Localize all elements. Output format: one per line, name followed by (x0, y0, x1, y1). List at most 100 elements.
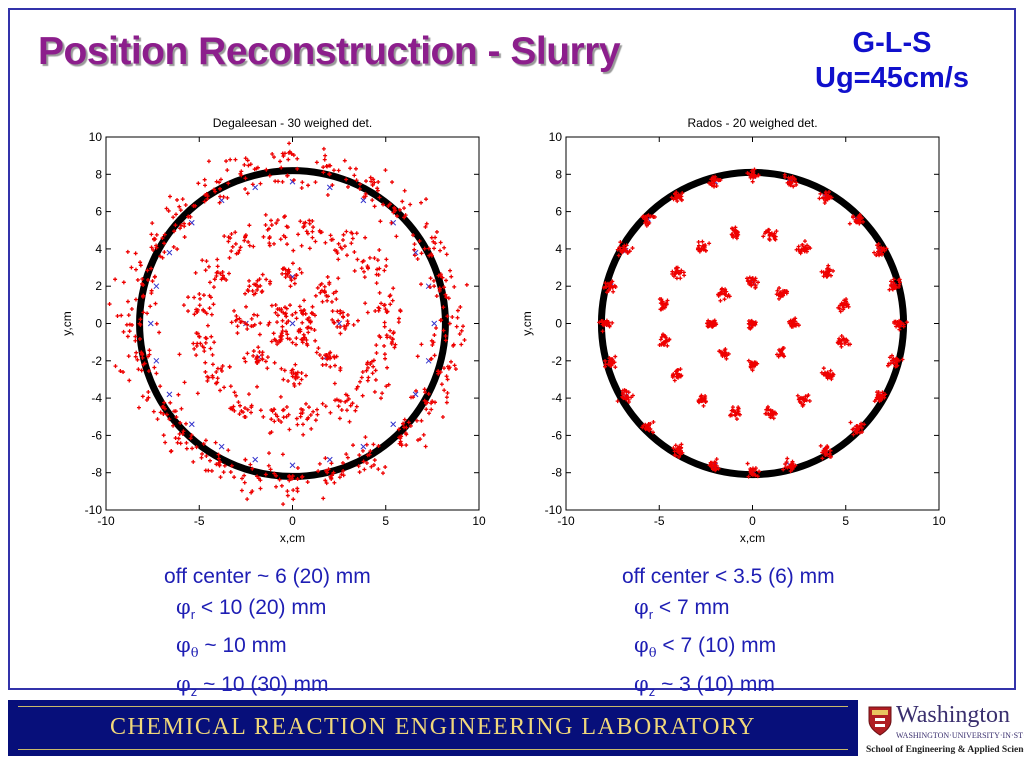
reconstructed-point (150, 221, 155, 226)
reconstructed-point (824, 269, 829, 274)
true-position-point (289, 462, 296, 469)
reconstructed-point (290, 474, 295, 479)
reconstructed-point (227, 271, 231, 276)
reconstructed-point (820, 456, 825, 461)
reconstructed-point (298, 327, 303, 332)
reconstructed-point (896, 284, 901, 289)
reconstructed-point (361, 269, 366, 274)
slide-title: Position Reconstruction - Slurry (38, 30, 621, 73)
reconstructed-point (882, 248, 887, 253)
reconstructed-point (355, 384, 360, 389)
reconstructed-point (133, 297, 138, 302)
reconstructed-point (210, 362, 215, 367)
reconstructed-point (310, 235, 315, 240)
reconstructed-point (617, 245, 622, 250)
reconstructed-point (252, 167, 257, 172)
reconstructed-point (119, 313, 124, 318)
reconstructed-point (305, 325, 310, 330)
reconstructed-point (151, 247, 156, 252)
reconstructed-point (384, 257, 389, 262)
reconstructed-point (255, 360, 260, 365)
reconstructed-point (299, 185, 304, 190)
reconstructed-point (893, 358, 898, 363)
reconstructed-point (212, 277, 217, 282)
reconstructed-point (826, 189, 831, 194)
reconstructed-point (713, 460, 718, 465)
reconstructed-point (368, 175, 373, 180)
reconstructed-point (203, 369, 208, 374)
reconstructed-point (225, 168, 230, 173)
true-position-point (166, 249, 173, 256)
reconstructed-point (415, 256, 420, 261)
reconstructed-point (408, 423, 413, 428)
reconstructed-point (761, 234, 766, 239)
reconstructed-point (280, 333, 285, 338)
reconstructed-point (315, 407, 320, 412)
reconstructed-point (328, 233, 333, 238)
reconstructed-point (443, 333, 448, 338)
reconstructed-point (432, 353, 437, 358)
reconstructed-point (424, 221, 429, 226)
reconstructed-point (374, 350, 379, 355)
reconstructed-point (375, 267, 380, 272)
reconstructed-point (425, 400, 430, 405)
reconstructed-point (860, 430, 865, 435)
reconstructed-point (623, 396, 628, 401)
reconstructed-point (283, 311, 288, 316)
reconstructed-point (366, 375, 371, 380)
reconstructed-point (749, 470, 754, 475)
reconstructed-point (746, 171, 751, 176)
reconstructed-point (443, 338, 448, 343)
logo-wordmark: Washington (896, 702, 1011, 728)
reconstructed-point (268, 467, 273, 472)
reconstructed-point (403, 213, 408, 218)
lab-name: CHEMICAL REACTION ENGINEERING LABORATORY (110, 714, 756, 740)
reconstructed-point (291, 153, 296, 158)
reconstructed-point (121, 370, 126, 375)
reconstructed-point (306, 183, 311, 188)
reconstructed-point (152, 365, 157, 370)
reconstructed-point (311, 409, 316, 414)
reconstructed-point (247, 284, 252, 289)
reconstructed-point (646, 222, 651, 227)
reconstructed-point (408, 202, 413, 207)
reconstructed-point (242, 473, 247, 478)
reconstructed-point (390, 180, 395, 185)
true-position-point (360, 197, 367, 204)
reconstructed-point (750, 179, 755, 184)
reconstructed-point (436, 369, 441, 374)
reconstructed-point (125, 249, 130, 254)
reconstructed-point (736, 405, 741, 410)
reconstructed-point (247, 278, 252, 283)
reconstructed-point (201, 441, 206, 446)
reconstructed-point (371, 442, 376, 447)
reconstructed-point (287, 427, 292, 432)
reconstructed-point (235, 324, 240, 329)
reconstructed-point (363, 301, 368, 306)
phi-symbol: φ (176, 595, 191, 619)
reconstructed-point (245, 497, 250, 502)
reconstructed-point (160, 255, 165, 260)
reconstructed-point (444, 278, 449, 283)
reconstructed-point (232, 390, 237, 395)
phi-symbol: φ (634, 633, 649, 658)
reconstructed-point (163, 440, 168, 445)
reconstructed-point (217, 463, 222, 468)
reconstructed-point (158, 410, 163, 415)
reconstructed-point (275, 307, 280, 312)
reconstructed-point (362, 275, 367, 280)
reconstructed-point (608, 359, 613, 364)
true-position-point (252, 456, 259, 463)
reconstructed-point (841, 337, 846, 342)
reconstructed-point (377, 333, 382, 338)
reconstructed-series (107, 141, 469, 507)
reconstructed-point (872, 250, 877, 255)
reconstructed-point (305, 480, 310, 485)
reconstructed-point (238, 320, 243, 325)
reconstructed-point (113, 364, 118, 369)
reconstructed-point (822, 450, 827, 455)
reconstructed-point (348, 166, 353, 171)
reconstructed-point (362, 467, 367, 472)
reconstructed-point (271, 155, 276, 160)
reconstructed-point (378, 219, 383, 224)
